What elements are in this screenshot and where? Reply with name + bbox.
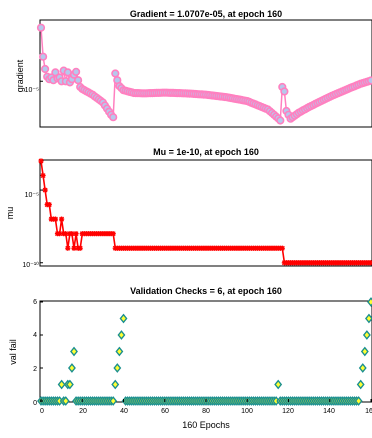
validation-point-15: [68, 363, 76, 373]
gradient-point-36: [111, 69, 120, 78]
xtick-label-120: 120: [282, 408, 294, 415]
mu-point-15: [69, 231, 75, 237]
mu-point-10: [59, 216, 65, 222]
validation-point-39: [117, 330, 126, 340]
xtick-label-100: 100: [241, 408, 253, 415]
validation-ytick-0: 0: [33, 400, 37, 407]
gradient-point-1: [38, 52, 48, 61]
mu-panel: Mu = 1e-10, at epoch 160 mu 10⁻⁵ 10⁻¹⁰: [5, 147, 372, 269]
mu-point-160: [368, 260, 372, 266]
mu-point-35: [110, 231, 116, 237]
validation-point-16: [70, 346, 78, 357]
gradient-point-2: [40, 64, 50, 74]
gradient-point-17: [71, 67, 81, 76]
validation-point-38: [115, 346, 124, 357]
validation-ytick-2: 2: [33, 366, 37, 373]
mu-plot-frame: [39, 159, 372, 267]
validation-point-115: [274, 379, 283, 390]
mu-point-1: [40, 172, 46, 179]
mu-point-7: [52, 216, 59, 222]
gradient-point-35: [109, 113, 118, 122]
validation-title: Validation Checks = 6, at epoch 160: [130, 286, 282, 296]
validation-point-14: [65, 379, 74, 390]
gradient-point-0: [36, 23, 46, 32]
x-axis-ticks: [40, 399, 372, 402]
gradient-point-118: [280, 87, 289, 96]
validation-point-159: [365, 313, 372, 324]
mu-point-4: [46, 202, 52, 208]
validation-ytick-4: 4: [33, 332, 37, 339]
validation-series: [37, 297, 372, 406]
validation-plot-frame: [39, 300, 372, 403]
xtick-label-160: 16: [365, 408, 372, 415]
mu-point-17: [73, 231, 79, 237]
mu-point-9: [56, 231, 63, 237]
x-axis-label: 160 Epochs: [182, 420, 230, 430]
gradient-point-116: [276, 116, 285, 125]
gradient-plot-frame: [39, 19, 372, 128]
xtick-label-140: 140: [323, 408, 335, 415]
mu-ylabel: mu: [5, 207, 15, 220]
validation-point-40: [119, 313, 128, 324]
xtick-label-80: 80: [202, 408, 210, 415]
mu-point-0: [38, 158, 44, 164]
mu-point-12: [63, 231, 69, 237]
validation-point-158: [362, 330, 371, 340]
xtick-label-60: 60: [161, 408, 169, 415]
validation-panel: Validation Checks = 6, at epoch 160 val …: [8, 286, 372, 430]
mu-title: Mu = 1e-10, at epoch 160: [153, 147, 259, 157]
validation-point-156: [358, 363, 367, 373]
gradient-line: [40, 27, 372, 123]
gradient-panel: Gradient = 1.0707e-05, at epoch 160 grad…: [15, 9, 372, 128]
validation-point-155: [356, 379, 365, 390]
gradient-title: Gradient = 1.0707e-05, at epoch 160: [130, 9, 282, 19]
mu-ytick-label-2: 10⁻¹⁰: [22, 261, 39, 269]
xtick-label-0: 0: [40, 408, 44, 415]
validation-point-37: [113, 363, 122, 373]
xtick-label-40: 40: [120, 408, 128, 415]
mu-series: [38, 158, 372, 266]
gradient-point-18: [73, 76, 83, 85]
mu-point-16: [71, 245, 77, 251]
mu-point-19: [77, 245, 83, 251]
validation-point-12: [61, 396, 70, 406]
validation-point-10: [57, 379, 66, 390]
xtick-label-20: 20: [79, 408, 87, 415]
validation-point-36: [111, 379, 120, 390]
gradient-ytick-label: 10⁻⁵: [25, 87, 39, 94]
mu-point-117: [279, 245, 285, 251]
validation-ylabel: val fail: [8, 339, 18, 365]
validation-point-154: [354, 396, 363, 406]
mu-point-2: [42, 187, 48, 193]
validation-point-157: [360, 346, 369, 357]
validation-point-160: [367, 297, 372, 307]
gradient-ylabel: gradient: [15, 59, 25, 92]
gradient-point-160: [366, 76, 372, 85]
mu-point-13: [65, 245, 71, 251]
mu-ytick-label-1: 10⁻⁵: [25, 192, 39, 199]
validation-ytick-6: 6: [33, 299, 37, 306]
validation-point-35: [109, 396, 118, 406]
gradient-series: [36, 23, 372, 125]
